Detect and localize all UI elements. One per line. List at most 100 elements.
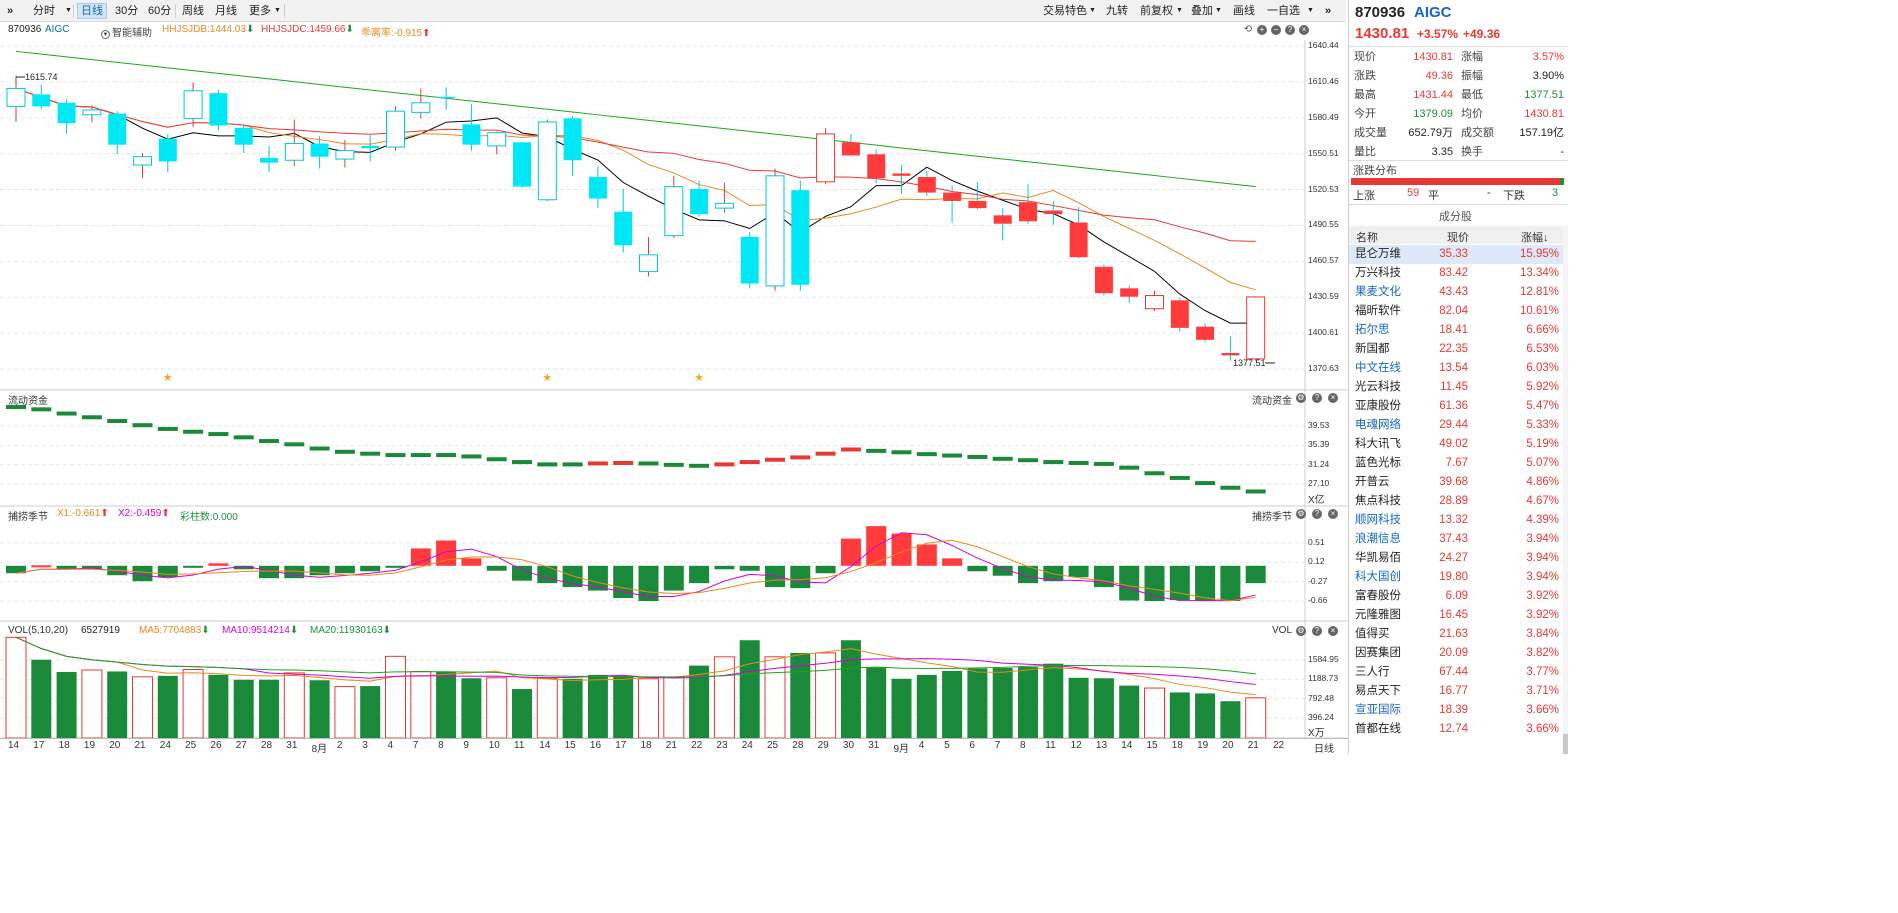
list-scrollbar[interactable]	[1563, 226, 1568, 754]
x-axis-label: 10	[488, 740, 500, 751]
overlay-dropdown-icon[interactable]: ▼	[1215, 7, 1222, 14]
season-bar	[967, 565, 988, 572]
stock-row[interactable]: 拓尔思 18.41 6.66%	[1349, 321, 1563, 340]
period-indicator[interactable]: 日线	[1314, 744, 1334, 755]
settings-icon[interactable]: ⚙	[1296, 626, 1306, 636]
candle-body	[335, 150, 355, 160]
stock-row[interactable]: 元隆雅图 16.45 3.92%	[1349, 606, 1563, 625]
help-icon[interactable]: ?	[1285, 25, 1295, 35]
stock-row[interactable]: 华凯易佰 24.27 3.94%	[1349, 549, 1563, 568]
flow-bar	[663, 462, 684, 467]
stock-row[interactable]: 亚康股份 61.36 5.47%	[1349, 397, 1563, 416]
list-scrollbar-thumb[interactable]	[1563, 734, 1568, 754]
stock-row[interactable]: 因赛集团 20.09 3.82%	[1349, 644, 1563, 663]
stock-row[interactable]: 值得买 21.63 3.84%	[1349, 625, 1563, 644]
stock-row[interactable]: 宣亚国际 18.39 3.66%	[1349, 701, 1563, 720]
vol-bar	[283, 672, 305, 739]
candle-body	[361, 145, 380, 149]
help-icon[interactable]: ?	[1312, 509, 1322, 519]
stock-row[interactable]: 昆仑万维 35.33 15.95%	[1349, 245, 1563, 264]
rotate-icon[interactable]: ⟲	[1243, 24, 1253, 35]
up-count: 59	[1407, 187, 1420, 199]
season-bar	[739, 565, 760, 571]
period-button-4[interactable]: 60分	[148, 5, 172, 17]
vol-bar	[157, 675, 178, 738]
stock-row[interactable]: 科大国创 19.80 3.94%	[1349, 568, 1563, 587]
zoom-out-icon[interactable]: −	[1271, 25, 1281, 35]
stock-name: 富春股份	[1355, 590, 1401, 602]
period-dropdown-icon[interactable]: ▼	[65, 7, 72, 14]
col-name-header[interactable]: 名称	[1356, 232, 1378, 244]
x-axis-label: 16	[589, 740, 602, 751]
flat-count: -	[1487, 187, 1491, 199]
settings-icon[interactable]: ⚙	[1296, 509, 1306, 519]
help-icon[interactable]: ?	[1312, 626, 1322, 636]
x-axis-label: 20	[109, 740, 121, 751]
stock-row[interactable]: 浪潮信息 37.43 3.94%	[1349, 530, 1563, 549]
x-axis-label: 29	[817, 740, 829, 751]
trade-feature-button[interactable]: 交易特色	[1043, 5, 1087, 17]
stock-row[interactable]: 首都在线 12.74 3.66%	[1349, 720, 1563, 739]
period-button-1[interactable]: 分时	[33, 5, 55, 17]
down-arrow-icon: ⬇	[382, 625, 392, 636]
nine-turn-button[interactable]: 九转	[1106, 5, 1128, 17]
stock-row[interactable]: 蓝色光标 7.67 5.07%	[1349, 454, 1563, 473]
zoom-in-icon[interactable]: +	[1257, 25, 1267, 35]
period-button-3[interactable]: 30分	[115, 5, 139, 17]
close-icon[interactable]: ×	[1328, 393, 1338, 403]
adjust-button[interactable]: 前复权	[1140, 5, 1173, 17]
stock-row[interactable]: 科大讯飞 49.02 5.19%	[1349, 435, 1563, 454]
stock-row[interactable]: 电魂网络 29.44 5.33%	[1349, 416, 1563, 435]
stock-row[interactable]: 开普云 39.68 4.86%	[1349, 473, 1563, 492]
trade-feature-dropdown-icon[interactable]: ▼	[1089, 7, 1096, 14]
collapse-icon[interactable]: »	[1325, 5, 1332, 17]
symbol-name[interactable]: AIGC	[45, 24, 70, 35]
vol-bar	[815, 652, 837, 739]
col-pct-header[interactable]: 涨幅↓	[1521, 232, 1549, 244]
close-icon[interactable]: ×	[1328, 509, 1338, 519]
watchlist-dropdown-icon[interactable]: ▼	[1307, 7, 1314, 14]
period-button-2[interactable]: 日线	[77, 3, 107, 19]
stock-row[interactable]: 新国都 22.35 6.53%	[1349, 340, 1563, 359]
more-dropdown-icon[interactable]: ▼	[274, 7, 281, 14]
quote-value-2: 157.19亿	[1519, 127, 1564, 139]
vol-bar	[663, 676, 685, 739]
draw-button[interactable]: 画线	[1233, 5, 1255, 17]
stock-row[interactable]: 富春股份 6.09 3.92%	[1349, 587, 1563, 606]
quote-label-2: 最低	[1461, 89, 1483, 101]
overlay-button[interactable]: 叠加	[1191, 5, 1213, 17]
stock-name: 元隆雅图	[1355, 609, 1401, 621]
season-x2: X2:-0.459⬆	[118, 508, 170, 519]
vol-bar	[916, 674, 937, 738]
settings-icon[interactable]: ⚙	[1296, 393, 1306, 403]
down-arrow-icon: ⬇	[201, 625, 210, 636]
stock-row[interactable]: 万兴科技 83.42 13.34%	[1349, 264, 1563, 283]
flow-y-label: 31.24	[1308, 458, 1330, 469]
stock-name: 华凯易佰	[1355, 552, 1401, 564]
vol-bar	[638, 678, 659, 739]
adjust-dropdown-icon[interactable]: ▼	[1176, 7, 1183, 14]
flow-bar	[31, 407, 52, 412]
col-price-header[interactable]: 现价	[1447, 232, 1469, 244]
vol-bar	[942, 670, 963, 738]
candle-body	[133, 156, 152, 166]
help-icon[interactable]: ?	[1312, 393, 1322, 403]
stock-pct: 3.92%	[1526, 590, 1559, 602]
stock-row[interactable]: 光云科技 11.45 5.92%	[1349, 378, 1563, 397]
vol-bar	[1068, 677, 1089, 738]
expand-icon[interactable]: »	[7, 5, 14, 17]
stock-row[interactable]: 顺网科技 13.32 4.39%	[1349, 511, 1563, 530]
stock-row[interactable]: 福昕软件 82.04 10.61%	[1349, 302, 1563, 321]
close-icon[interactable]: ×	[1328, 626, 1338, 636]
period-button-6[interactable]: 月线	[215, 5, 237, 17]
stock-row[interactable]: 焦点科技 28.89 4.67%	[1349, 492, 1563, 511]
period-button-7[interactable]: 更多	[249, 5, 271, 17]
stock-row[interactable]: 中文在线 13.54 6.03%	[1349, 359, 1563, 378]
period-button-5[interactable]: 周线	[182, 5, 204, 17]
stock-row[interactable]: 果麦文化 43.43 12.81%	[1349, 283, 1563, 302]
watchlist-button[interactable]: 一自选	[1267, 5, 1300, 17]
smart-assist-toggle[interactable]: ▼ 智能辅助	[101, 24, 152, 39]
close-icon[interactable]: ×	[1299, 25, 1309, 35]
stock-row[interactable]: 三人行 67.44 3.77%	[1349, 663, 1563, 682]
stock-row[interactable]: 易点天下 16.77 3.71%	[1349, 682, 1563, 701]
